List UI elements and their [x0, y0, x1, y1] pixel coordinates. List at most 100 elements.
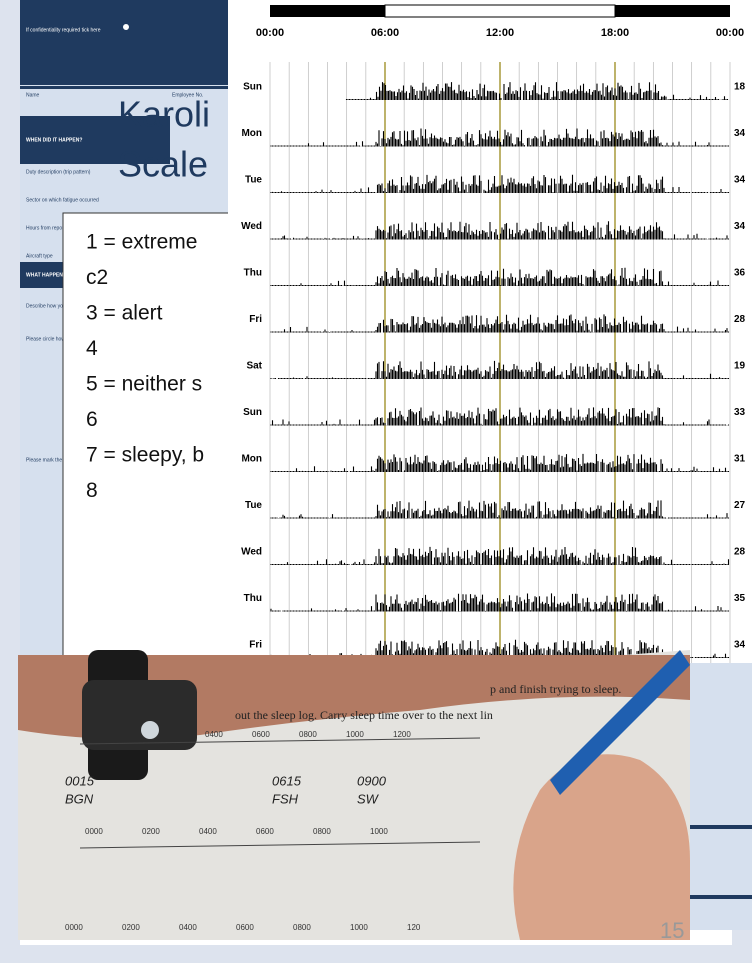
form-label: Describe how you — [26, 303, 66, 309]
day-count: 33 — [734, 407, 746, 418]
watch — [82, 680, 197, 750]
scale-label: 0000 — [85, 827, 103, 836]
scale-label: 0000 — [65, 923, 83, 932]
day-label: Mon — [241, 128, 262, 139]
form-label: Duty description (trip pattern) — [26, 169, 91, 175]
day-count: 34 — [734, 175, 746, 186]
handwritten-time: 0615 — [272, 773, 302, 788]
form-section — [20, 116, 170, 164]
kss-item: 7 = sleepy, b — [86, 444, 204, 467]
scale-label: 0400 — [179, 923, 197, 932]
day-label: Wed — [241, 221, 262, 232]
paper-text: out the sleep log. Carry sleep time over… — [235, 708, 493, 722]
rule — [690, 895, 752, 899]
activity-trace — [270, 546, 730, 565]
night-bar — [270, 5, 385, 17]
form-section — [20, 262, 70, 288]
handwritten-code: BGN — [65, 791, 94, 806]
day-label: Mon — [241, 454, 262, 465]
day-count: 34 — [734, 640, 746, 651]
handwritten-time: 0900 — [357, 773, 387, 788]
day-count: 35 — [734, 593, 746, 604]
day-label: Thu — [244, 268, 262, 279]
scale-label: 1000 — [350, 923, 368, 932]
day-count: 34 — [734, 128, 746, 139]
day-count: 18 — [734, 82, 746, 93]
activity-trace — [270, 407, 730, 426]
kss-item: c2 — [86, 266, 108, 289]
handwritten-code: FSH — [272, 791, 299, 806]
scale-label: 0600 — [252, 730, 270, 739]
time-label: 00:00 — [716, 27, 744, 39]
kss-item: 3 = alert — [86, 302, 163, 325]
timeline — [79, 841, 481, 849]
day-count: 28 — [734, 314, 746, 325]
time-label: 18:00 — [601, 27, 629, 39]
day-label: Sat — [246, 361, 262, 372]
scale-label: 0800 — [293, 923, 311, 932]
paper-text: p and finish trying to sleep. — [490, 682, 621, 696]
checkbox[interactable] — [123, 24, 129, 30]
activity-trace — [270, 593, 730, 612]
form-label: Sector on which fatigue occurred — [26, 197, 99, 203]
scale-label: 0400 — [199, 827, 217, 836]
scale-label: 0600 — [256, 827, 274, 836]
form-label: Please circle how — [26, 336, 65, 342]
time-label: 12:00 — [486, 27, 514, 39]
activity-trace — [270, 360, 730, 379]
pen — [550, 650, 690, 795]
day-label: Tue — [245, 175, 262, 186]
hand — [513, 754, 690, 940]
day-count: 19 — [734, 361, 746, 372]
rule — [20, 86, 270, 89]
handwritten-code: SW — [357, 791, 380, 806]
kss-item: 6 — [86, 408, 98, 431]
time-label: 00:00 — [256, 27, 284, 39]
scale-label: 0600 — [236, 923, 254, 932]
day-count: 36 — [734, 268, 746, 279]
day-label: Sun — [243, 82, 262, 93]
slide-number: 15 — [660, 918, 684, 943]
form-label: Hours from report — [26, 225, 66, 231]
day-label: Fri — [249, 314, 262, 325]
scale-label: 120 — [407, 923, 421, 932]
form-label: Please mark the li — [26, 457, 66, 463]
activity-trace — [270, 221, 730, 240]
scale-label: 1000 — [370, 827, 388, 836]
activity-trace — [270, 128, 730, 147]
scale-label: 0200 — [122, 923, 140, 932]
kss-item: 1 = extreme — [86, 231, 197, 254]
day-count: 31 — [734, 454, 746, 465]
form-label: Employee No. — [172, 92, 203, 98]
day-bar — [384, 4, 616, 18]
day-label: Wed — [241, 547, 262, 558]
rule — [690, 825, 752, 829]
day-label: Fri — [249, 640, 262, 651]
activity-trace — [345, 82, 729, 100]
form-label: Aircraft type — [26, 253, 53, 259]
scale-label: 0200 — [142, 827, 160, 836]
form-label: Name — [26, 92, 40, 98]
day-count: 28 — [734, 547, 746, 558]
day-label: Sun — [243, 407, 262, 418]
scale-label: 0400 — [205, 730, 223, 739]
form-edge — [690, 663, 752, 930]
scale-label: 0800 — [299, 730, 317, 739]
handwritten-time: 0015 — [65, 773, 95, 788]
time-label: 06:00 — [371, 27, 399, 39]
form-section-title: WHEN DID IT HAPPEN? — [26, 137, 82, 143]
scale-label: 1000 — [346, 730, 364, 739]
scale-label: 0800 — [313, 827, 331, 836]
activity-trace — [270, 453, 730, 472]
activity-trace — [270, 174, 730, 193]
watch-button — [141, 721, 159, 739]
day-label: Tue — [245, 500, 262, 511]
night-bar — [615, 5, 730, 17]
kss-item: 5 = neither s — [86, 373, 202, 396]
form-label: If confidentiality required tick here — [26, 27, 101, 33]
kss-title: Karoli — [118, 94, 210, 135]
activity-trace — [270, 267, 730, 286]
form-section-title: WHAT HAPPENED — [26, 272, 70, 278]
day-label: Thu — [244, 593, 262, 604]
